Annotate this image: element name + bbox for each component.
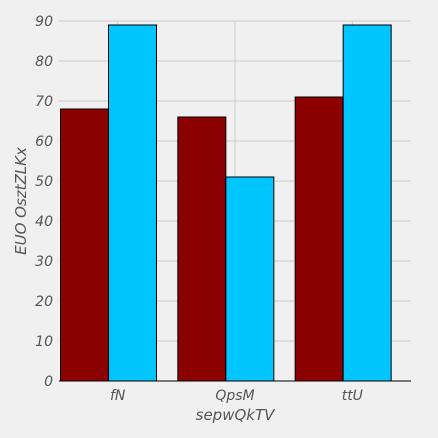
bar-ttU-series-2 xyxy=(342,24,392,382)
bars xyxy=(60,24,392,382)
bar-fN-series-1 xyxy=(60,108,109,382)
y-tick-label: 60 xyxy=(35,134,53,150)
bar-ttU-series-1 xyxy=(294,96,344,382)
x-tick-label: QpsM xyxy=(215,388,254,404)
y-tick-label: 20 xyxy=(35,294,53,310)
bar-QpsM-series-1 xyxy=(177,116,227,382)
y-axis-label: EUO OsztZLKx xyxy=(12,147,30,255)
x-tick-label: ttU xyxy=(342,388,363,404)
x-axis-label: sepwQkTV xyxy=(196,406,276,424)
bar-QpsM-series-2 xyxy=(225,176,275,382)
y-tick-label: 50 xyxy=(35,174,53,190)
x-tick-label: fN xyxy=(110,388,126,404)
y-tick-label: 30 xyxy=(35,254,53,270)
y-tick-label: 0 xyxy=(44,374,53,390)
y-tick-label: 80 xyxy=(35,54,53,70)
y-tick-label: 40 xyxy=(35,214,53,230)
y-tick-label: 10 xyxy=(35,334,53,350)
y-tick-label: 70 xyxy=(35,94,53,110)
tick-labels: 0 10 20 30 40 50 60 70 80 90 fN QpsM ttU xyxy=(35,14,363,404)
y-tick-label: 90 xyxy=(35,14,53,30)
bar-fN-series-2 xyxy=(108,24,157,382)
